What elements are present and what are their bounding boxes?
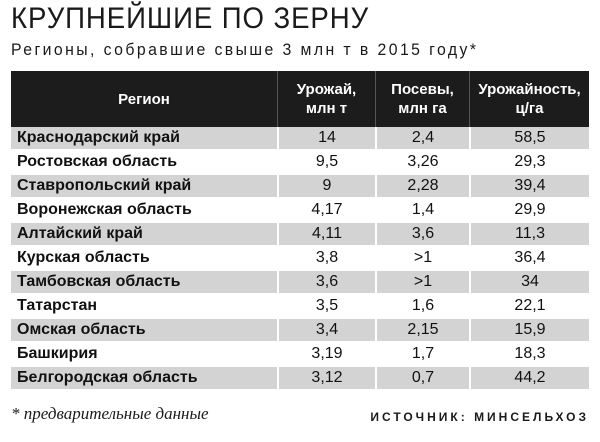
header-productivity-line1: Урожайность, [478,81,581,98]
cell-sown: 1,4 [375,199,469,223]
table-row: Башкирия 3,19 1,7 18,3 [11,343,589,367]
table-header-row: Регион Урожай, млн т Посевы, млн га Урож… [11,71,589,127]
cell-harvest: 3,6 [277,271,375,295]
cell-yield: 39,4 [469,175,589,199]
table-row: Ставропольский край 9 2,28 39,4 [11,175,589,199]
cell-harvest: 3,19 [277,343,375,367]
cell-yield: 11,3 [469,223,589,247]
cell-region: Татарстан [11,295,277,319]
cell-sown: 1,6 [375,295,469,319]
header-sown: Посевы, млн га [375,71,469,127]
cell-harvest: 9,5 [277,151,375,175]
cell-yield: 58,5 [469,127,589,151]
cell-sown: 0,7 [375,367,469,391]
cell-yield: 18,3 [469,343,589,367]
table-row: Алтайский край 4,11 3,6 11,3 [11,223,589,247]
cell-yield: 44,2 [469,367,589,391]
cell-region: Краснодарский край [11,127,277,151]
header-sown-line1: Посевы, [391,81,454,98]
source-credit: ИСТОЧНИК: МИНСЕЛЬХОЗ [370,410,589,424]
cell-region: Воронежская область [11,199,277,223]
cell-harvest: 4,17 [277,199,375,223]
header-productivity: Урожайность, ц/га [469,71,589,127]
cell-region: Башкирия [11,343,277,367]
cell-yield: 29,9 [469,199,589,223]
cell-region: Ростовская область [11,151,277,175]
header-harvest-line1: Урожай, [296,81,357,98]
table-row: Омская область 3,4 2,15 15,9 [11,319,589,343]
cell-sown: 1,7 [375,343,469,367]
table-row: Воронежская область 4,17 1,4 29,9 [11,199,589,223]
footnote: * предварительные данные [11,404,209,423]
header-sown-line2: млн га [398,100,447,117]
table-row: Белгородская область 3,12 0,7 44,2 [11,367,589,391]
cell-sown: 2,4 [375,127,469,151]
cell-sown: 3,6 [375,223,469,247]
cell-yield: 22,1 [469,295,589,319]
cell-yield: 29,3 [469,151,589,175]
header-region-label: Регион [118,90,170,108]
table-row: Курская область 3,8 >1 36,4 [11,247,589,271]
page-title: КРУПНЕЙШИЕ ПО ЗЕРНУ [11,2,370,35]
table-body: Краснодарский край 14 2,4 58,5 Ростовска… [11,127,589,391]
page-subtitle: Регионы, собравшие свыше 3 млн т в 2015 … [11,40,479,59]
header-harvest: Урожай, млн т [277,71,375,127]
cell-harvest: 9 [277,175,375,199]
cell-region: Омская область [11,319,277,343]
header-productivity-line2: ц/га [515,100,544,117]
header-region: Регион [11,71,277,127]
table-row: Краснодарский край 14 2,4 58,5 [11,127,589,151]
table-row: Татарстан 3,5 1,6 22,1 [11,295,589,319]
header-harvest-line2: млн т [305,100,348,117]
cell-yield: 15,9 [469,319,589,343]
cell-yield: 36,4 [469,247,589,271]
table-row: Ростовская область 9,5 3,26 29,3 [11,151,589,175]
cell-sown: 3,26 [375,151,469,175]
cell-harvest: 3,8 [277,247,375,271]
cell-harvest: 14 [277,127,375,151]
cell-yield: 34 [469,271,589,295]
cell-region: Белгородская область [11,367,277,391]
cell-region: Тамбовская область [11,271,277,295]
cell-sown: >1 [375,247,469,271]
cell-sown: >1 [375,271,469,295]
cell-sown: 2,28 [375,175,469,199]
cell-region: Алтайский край [11,223,277,247]
cell-region: Ставропольский край [11,175,277,199]
cell-region: Курская область [11,247,277,271]
cell-sown: 2,15 [375,319,469,343]
cell-harvest: 4,11 [277,223,375,247]
cell-harvest: 3,4 [277,319,375,343]
cell-harvest: 3,12 [277,367,375,391]
grain-table: Регион Урожай, млн т Посевы, млн га Урож… [11,71,589,391]
cell-harvest: 3,5 [277,295,375,319]
table-row: Тамбовская область 3,6 >1 34 [11,271,589,295]
